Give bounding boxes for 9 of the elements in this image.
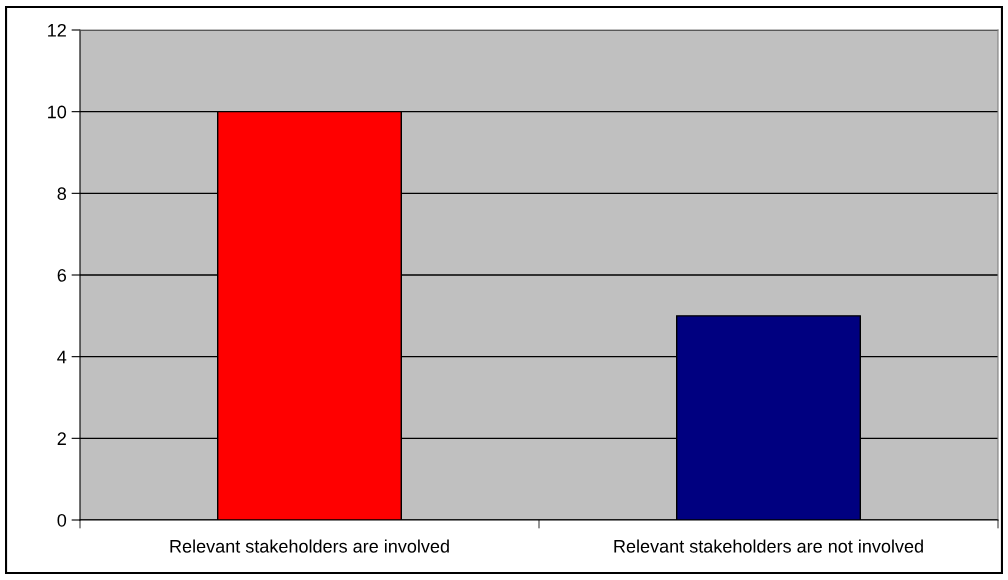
- y-tick-label: 8: [57, 187, 67, 201]
- x-tick-label: Relevant stakeholders are not involved: [614, 539, 923, 553]
- y-tick-label: 12: [48, 23, 66, 37]
- y-tick-label: 10: [48, 105, 67, 119]
- y-tick-label: 0: [57, 513, 67, 527]
- y-tick-label: 6: [57, 268, 67, 282]
- y-tick-label: 4: [57, 350, 67, 364]
- y-tick-label: 2: [57, 432, 66, 445]
- x-tick-label: Relevant stakeholders are involved: [170, 539, 449, 553]
